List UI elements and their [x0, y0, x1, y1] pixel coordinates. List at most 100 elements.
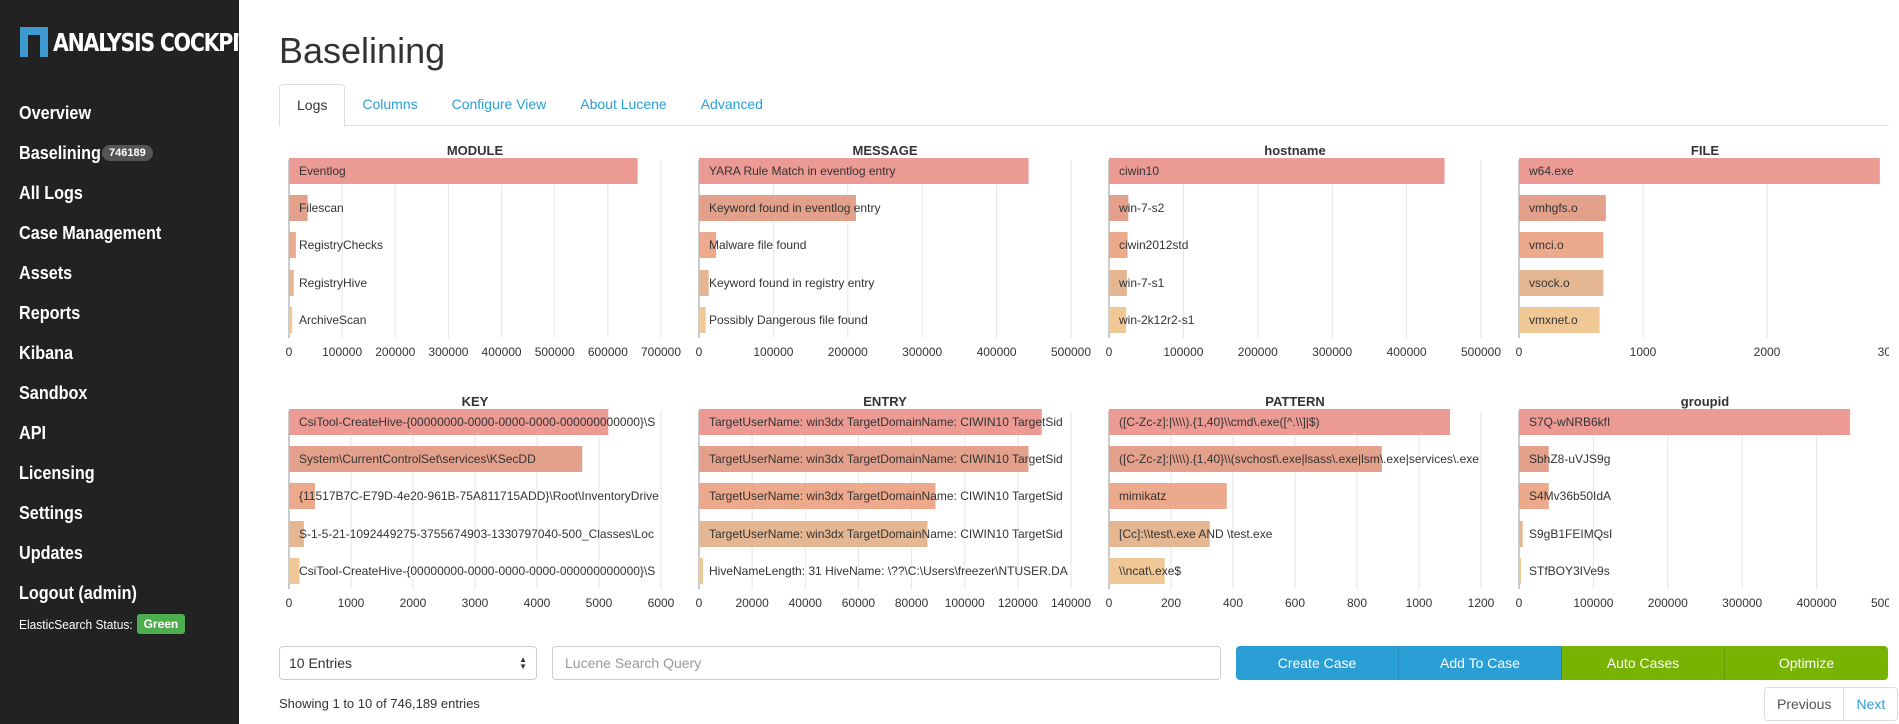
tick-label: 400000 [1387, 345, 1427, 359]
bar[interactable] [1109, 409, 1450, 435]
bar[interactable] [1109, 558, 1165, 584]
bar[interactable] [1519, 158, 1880, 184]
bar-label: vsock.o [1529, 276, 1570, 290]
bar-label: Possibly Dangerous file found [709, 313, 868, 327]
tick-label: 200000 [828, 345, 868, 359]
lucene-search-input[interactable] [552, 646, 1221, 680]
bar-label: Eventlog [299, 164, 346, 178]
bar[interactable] [1519, 232, 1604, 258]
tick-label: 500000 [1461, 345, 1501, 359]
entries-per-page-value: 10 Entries [289, 655, 353, 671]
bar[interactable] [1109, 195, 1129, 221]
add-to-case-button[interactable]: Add To Case [1399, 646, 1562, 680]
bar[interactable] [289, 270, 294, 296]
bar[interactable] [1109, 483, 1227, 509]
sidebar-item-licensing[interactable]: Licensing [19, 453, 177, 493]
sidebar-item-all-logs[interactable]: All Logs [19, 173, 177, 213]
bar[interactable] [699, 270, 709, 296]
bar[interactable] [699, 232, 717, 258]
bar[interactable] [289, 158, 638, 184]
bar[interactable] [1519, 270, 1604, 296]
tab-about-lucene[interactable]: About Lucene [580, 96, 667, 112]
bar[interactable] [1519, 558, 1521, 584]
chart-title: MESSAGE [852, 143, 917, 158]
sidebar-item-sandbox[interactable]: Sandbox [19, 373, 177, 413]
bar-label: [Cc]:\\test\.exe AND \test.exe [1119, 527, 1273, 541]
bar[interactable] [289, 521, 304, 547]
sidebar-item-label: Settings [19, 502, 83, 523]
entries-per-page-select[interactable]: 10 Entries ▲ ▼ [279, 646, 537, 680]
sidebar-item-settings[interactable]: Settings [19, 493, 177, 533]
bar[interactable] [699, 521, 928, 547]
bar[interactable] [1109, 521, 1210, 547]
bar[interactable] [289, 483, 316, 509]
bar[interactable] [1109, 446, 1382, 472]
tick-label: 80000 [895, 596, 929, 610]
tab-configure-view[interactable]: Configure View [451, 96, 547, 112]
bar[interactable] [699, 307, 706, 333]
brand-logo[interactable]: ANALYSIS COCKPIT [20, 27, 295, 57]
sidebar-item-kibana[interactable]: Kibana [19, 333, 177, 373]
tick-label: 600000 [588, 345, 628, 359]
sidebar-item-logout[interactable]: Logout (admin) [19, 573, 177, 613]
next-page-button[interactable]: Next [1844, 687, 1899, 721]
tick-label: 6000 [648, 596, 675, 610]
tab-logs[interactable]: Logs [279, 84, 346, 127]
bar[interactable] [1519, 483, 1549, 509]
sidebar-item-label: Licensing [19, 462, 95, 483]
tab-columns[interactable]: Columns [362, 96, 418, 112]
tick-label: 0 [1516, 345, 1523, 359]
bar[interactable] [699, 446, 1029, 472]
bar[interactable] [289, 195, 308, 221]
bar[interactable] [289, 307, 293, 333]
tick-label: 300000 [1722, 596, 1762, 610]
bar-label: ([C-Zc-z]:|\\\\).{1,40}\\(svchost\.exe|l… [1119, 452, 1479, 466]
tab-advanced[interactable]: Advanced [700, 96, 763, 112]
bar[interactable] [699, 409, 1042, 435]
sidebar-item-label: Updates [19, 542, 83, 563]
auto-cases-button[interactable]: Auto Cases [1562, 646, 1725, 680]
bar[interactable] [1109, 158, 1445, 184]
sidebar-item-label: All Logs [19, 182, 83, 203]
bar[interactable] [289, 446, 583, 472]
page-title: Baselining [279, 30, 446, 71]
bar[interactable] [1519, 307, 1600, 333]
bar-label: ciwin10 [1119, 164, 1159, 178]
sidebar-item-api[interactable]: API [19, 413, 177, 453]
optimize-button[interactable]: Optimize [1725, 646, 1888, 680]
bar[interactable] [1519, 446, 1549, 472]
tick-label: 800 [1347, 596, 1367, 610]
bar-label: S9gB1FEIMQsI [1529, 527, 1612, 541]
sidebar-item-updates[interactable]: Updates [19, 533, 177, 573]
bar-label: win-7-s1 [1118, 276, 1165, 290]
bar[interactable] [699, 558, 703, 584]
bar[interactable] [699, 158, 1029, 184]
bar[interactable] [1519, 409, 1851, 435]
bar[interactable] [699, 195, 856, 221]
sidebar-item-baselining[interactable]: Baselining 746189 [19, 133, 177, 173]
bar[interactable] [1519, 195, 1606, 221]
bar[interactable] [1519, 521, 1523, 547]
sidebar-item-reports[interactable]: Reports [19, 293, 177, 333]
bar-label: TargetUserName: win3dx TargetDomainName:… [709, 415, 1063, 429]
bar-label: TargetUserName: win3dx TargetDomainName:… [709, 452, 1063, 466]
bar-label: mimikatz [1119, 489, 1166, 503]
sidebar-item-label: API [19, 422, 47, 443]
bar-label: SbhZ8-uVJS9g [1529, 452, 1610, 466]
create-case-button[interactable]: Create Case [1236, 646, 1399, 680]
previous-page-button[interactable]: Previous [1764, 687, 1845, 721]
bar[interactable] [699, 483, 936, 509]
tick-label: 700000 [641, 345, 681, 359]
sidebar-item-assets[interactable]: Assets [19, 253, 177, 293]
brand-name: ANALYSIS COCKPIT [53, 27, 252, 57]
bar[interactable] [1109, 270, 1127, 296]
bar[interactable] [289, 232, 296, 258]
bar[interactable] [289, 558, 300, 584]
sidebar-item-overview[interactable]: Overview [19, 93, 177, 133]
sidebar-item-label: Reports [19, 302, 81, 323]
bar[interactable] [1109, 232, 1128, 258]
sidebar-item-case-management[interactable]: Case Management [19, 213, 177, 253]
bar[interactable] [1109, 307, 1127, 333]
bar-label: CsiTool-CreateHive-{00000000-0000-0000-0… [299, 415, 655, 429]
bar[interactable] [289, 409, 609, 435]
